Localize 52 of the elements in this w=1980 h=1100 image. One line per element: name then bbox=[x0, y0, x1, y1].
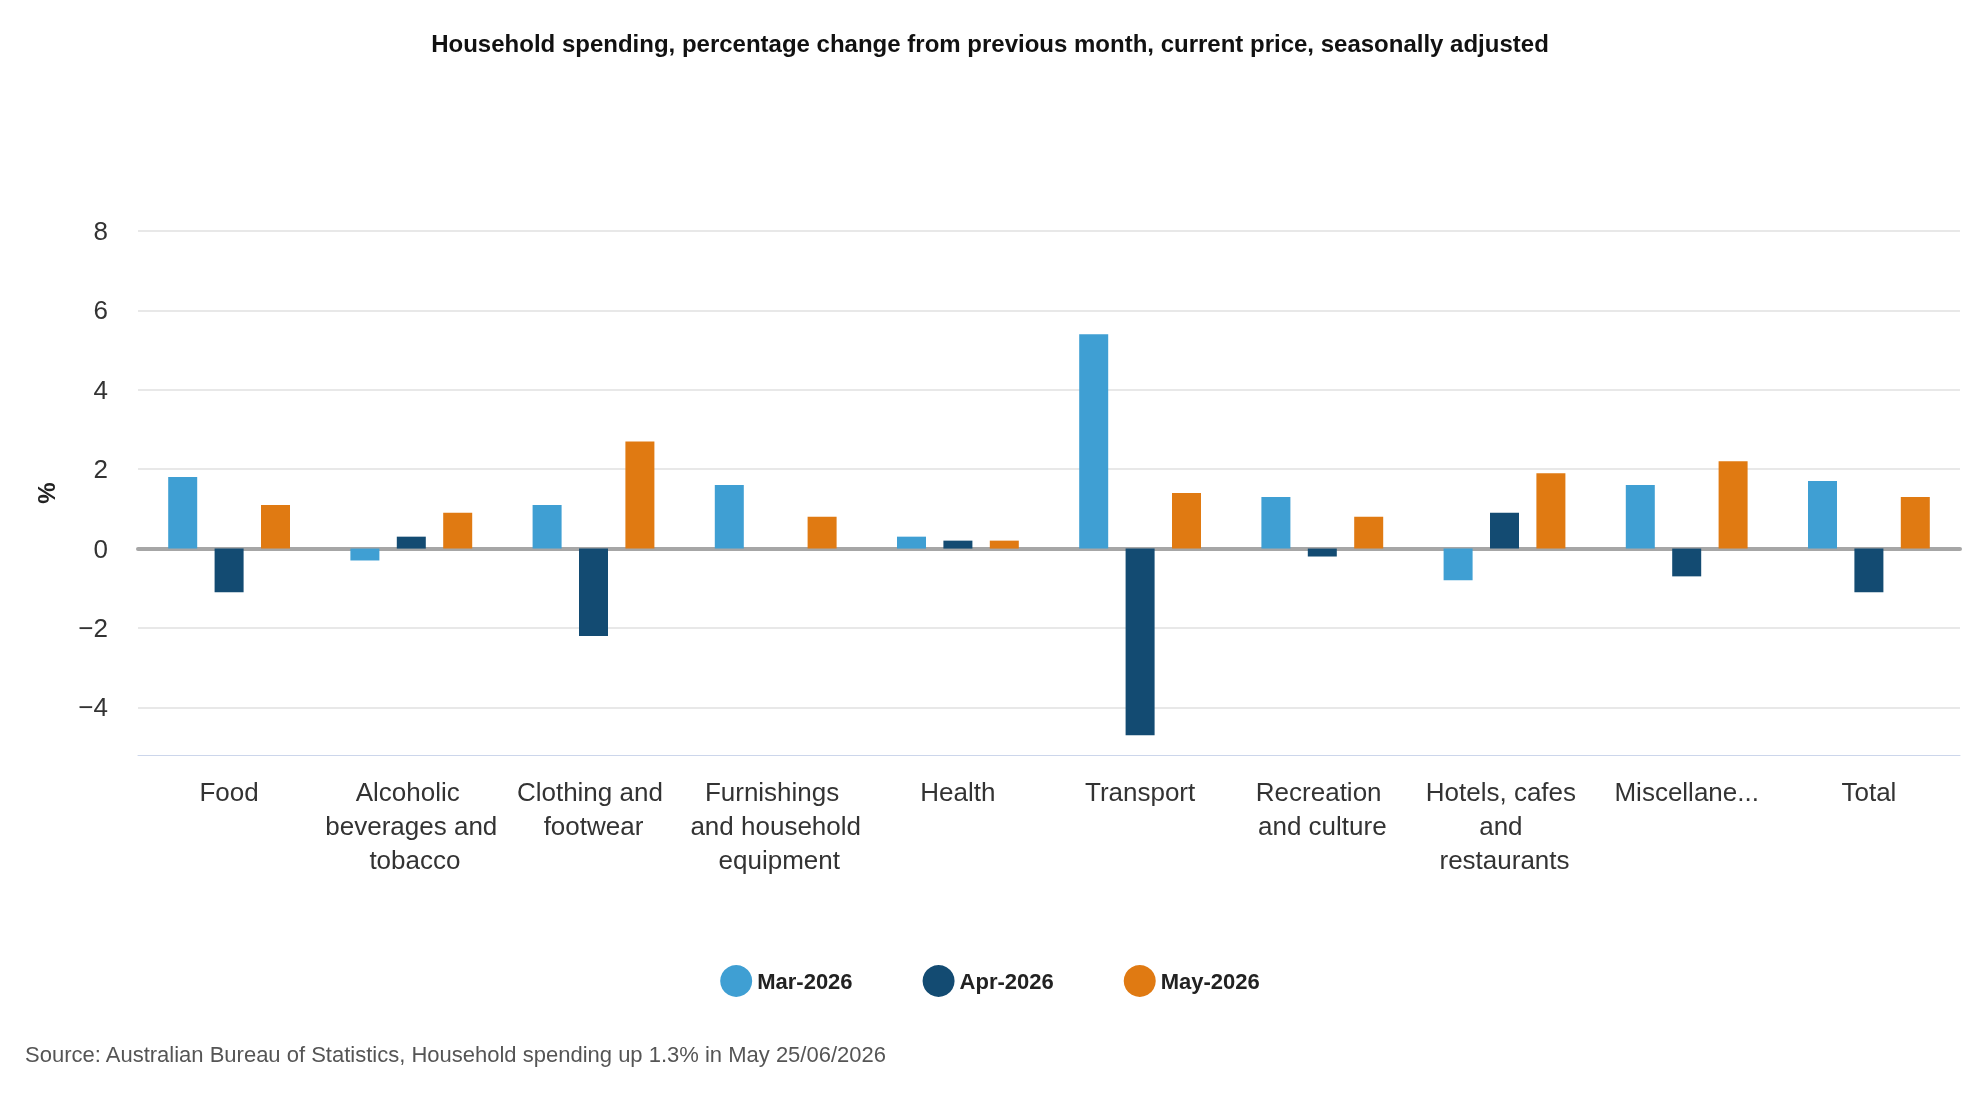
bar bbox=[1354, 516, 1384, 549]
y-tick-label: −2 bbox=[78, 612, 108, 643]
bar bbox=[1854, 548, 1884, 593]
bar bbox=[1125, 548, 1155, 736]
bar bbox=[943, 540, 973, 549]
bar bbox=[214, 548, 244, 593]
x-tick-label: Clothing and footwear bbox=[516, 777, 671, 841]
bar bbox=[1172, 493, 1201, 549]
chart-title: Household spending, percentage change from previous month, current price, seasonally adjusted bbox=[431, 29, 1549, 57]
legend-label: Apr-2026 bbox=[959, 968, 1054, 994]
bar bbox=[1625, 485, 1655, 549]
bar bbox=[989, 540, 1019, 549]
bar bbox=[579, 548, 608, 636]
bar bbox=[807, 516, 837, 549]
x-tick-label: Food bbox=[199, 777, 259, 807]
x-tick-label: Furnishings and household equipment bbox=[690, 777, 861, 875]
bar bbox=[396, 536, 426, 549]
x-tick-label: Recreation and culture bbox=[1255, 777, 1389, 841]
y-tick-label: 6 bbox=[93, 295, 108, 326]
x-tick-label: Health bbox=[920, 777, 996, 807]
bar bbox=[625, 441, 655, 549]
bar bbox=[1443, 548, 1473, 581]
bar bbox=[1672, 548, 1702, 577]
bar bbox=[1490, 512, 1519, 549]
bar bbox=[1261, 496, 1291, 549]
bar bbox=[1718, 461, 1748, 549]
y-tick-label: 4 bbox=[93, 374, 108, 405]
x-tick-label: Hotels, cafes and restaurants bbox=[1425, 777, 1584, 875]
y-tick-label: 8 bbox=[93, 216, 108, 246]
x-tick-label: Transport bbox=[1084, 777, 1197, 807]
legend-label: Mar-2026 bbox=[757, 968, 853, 994]
bar bbox=[897, 536, 926, 549]
bar bbox=[532, 504, 562, 549]
bar bbox=[443, 512, 473, 549]
x-tick-label: Alcoholic beverages and tobacco bbox=[325, 777, 498, 875]
source-note: Source: Australian Bureau of Statistics, Household spending up 1.3% in May 25/06/2026 bbox=[25, 1041, 886, 1067]
bar bbox=[714, 485, 744, 549]
bar bbox=[1900, 496, 1930, 549]
x-tick-label: Miscellane... bbox=[1614, 777, 1759, 807]
y-tick-label: 0 bbox=[93, 533, 108, 564]
bar bbox=[261, 504, 290, 549]
bar bbox=[1079, 334, 1109, 549]
bar bbox=[350, 548, 380, 561]
x-tick-label: Total bbox=[1841, 777, 1897, 807]
y-axis-title: % bbox=[32, 482, 60, 504]
bar bbox=[1307, 548, 1337, 557]
bar bbox=[1808, 481, 1837, 549]
y-tick-label: 2 bbox=[93, 454, 108, 485]
bar bbox=[1536, 473, 1566, 549]
bar bbox=[168, 477, 198, 549]
y-tick-label: −4 bbox=[78, 692, 108, 723]
legend-label: May-2026 bbox=[1160, 968, 1260, 994]
